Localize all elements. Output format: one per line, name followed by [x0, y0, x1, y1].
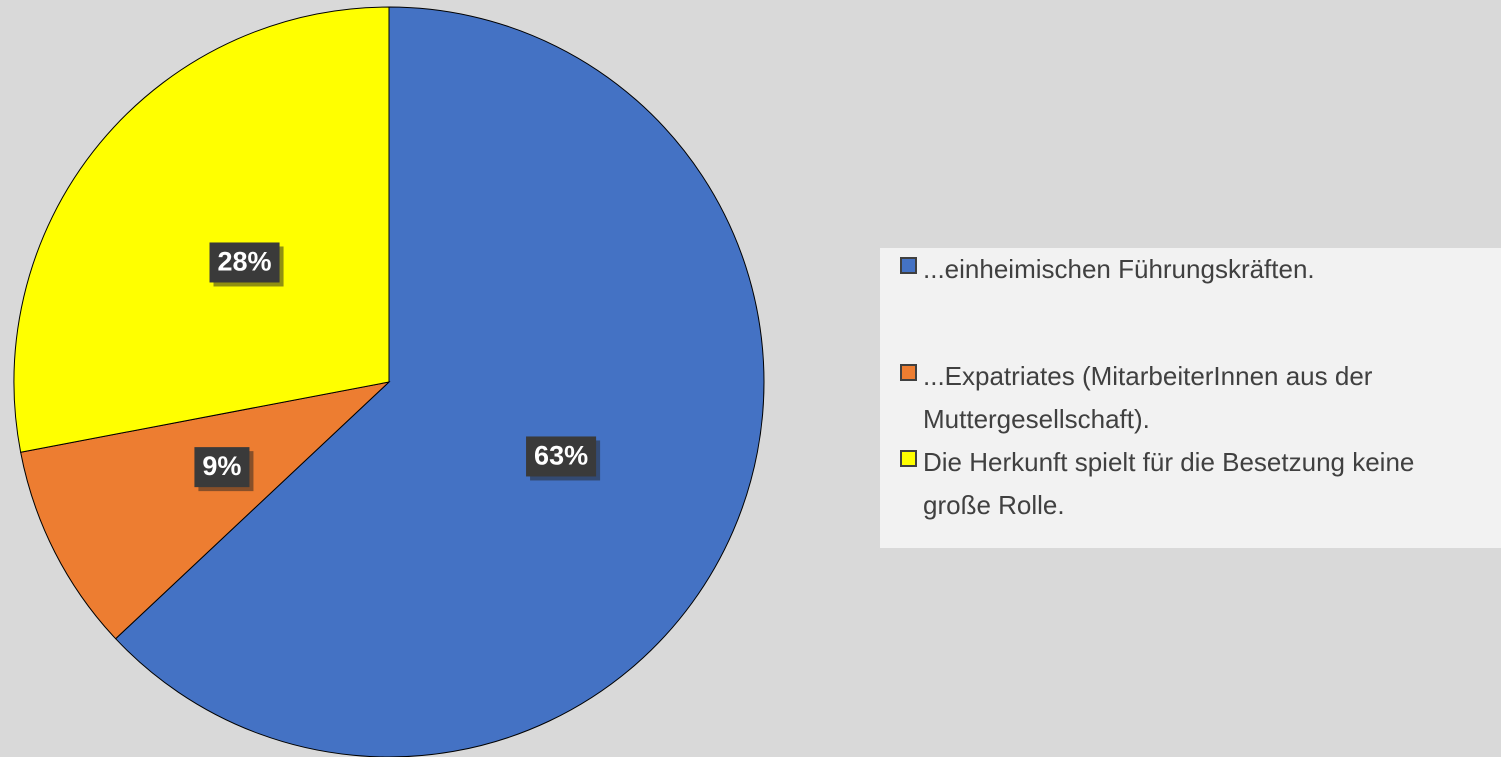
- legend-swatch: [900, 450, 917, 467]
- legend-item: ...einheimischen Führungskräften.: [900, 248, 1485, 291]
- legend-label: ...Expatriates (MitarbeiterInnen aus der…: [923, 361, 1373, 434]
- pie-area: 63% 9% 28%: [13, 6, 765, 757]
- legend-label: Die Herkunft spielt für die Besetzung ke…: [923, 447, 1415, 520]
- legend-swatch: [900, 257, 917, 274]
- legend-item: Die Herkunft spielt für die Besetzung ke…: [900, 441, 1485, 527]
- legend: ...einheimischen Führungskräften. ...Expa…: [880, 248, 1501, 548]
- legend-label: ...einheimischen Führungskräften.: [923, 254, 1315, 284]
- pie-slice: [13, 6, 390, 453]
- value-label: 9%: [202, 451, 241, 481]
- data-label: 9%: [194, 447, 254, 492]
- legend-item: ...Expatriates (MitarbeiterInnen aus der…: [900, 355, 1485, 441]
- label-box: [209, 242, 280, 283]
- value-label: 28%: [218, 247, 272, 277]
- value-label: 63%: [534, 441, 588, 471]
- label-box: [194, 447, 250, 488]
- data-label: 63%: [526, 436, 601, 481]
- pie-slice: [20, 381, 391, 640]
- label-box: [526, 436, 597, 477]
- data-label: 28%: [209, 242, 284, 287]
- legend-swatch: [900, 364, 917, 381]
- pie-slice: [114, 6, 765, 757]
